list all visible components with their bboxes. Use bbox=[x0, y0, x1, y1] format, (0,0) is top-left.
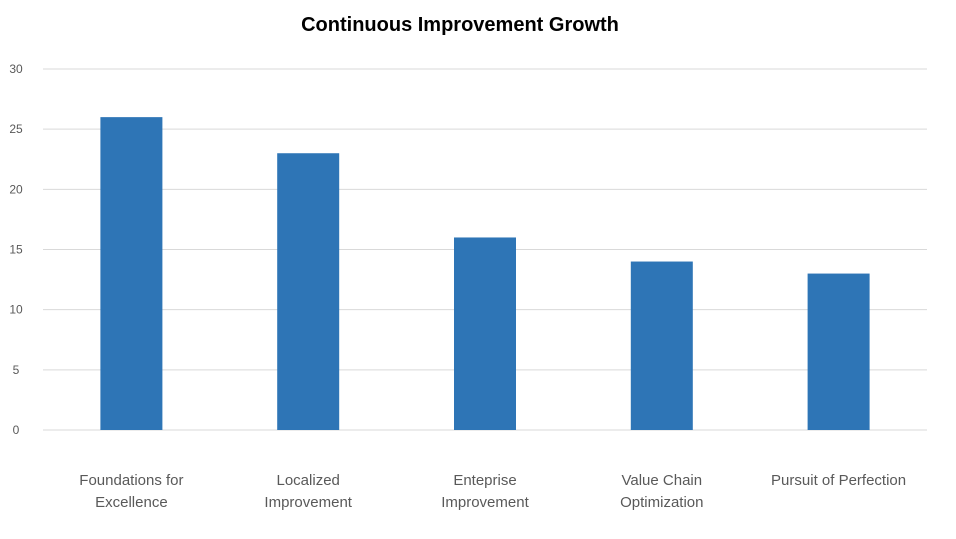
bar bbox=[277, 153, 340, 430]
bar bbox=[630, 261, 693, 430]
x-tick-label: Foundations for Excellence bbox=[79, 472, 183, 511]
x-tick-label: Enteprise Improvement bbox=[441, 472, 529, 511]
x-tick-label: Localized Improvement bbox=[264, 472, 352, 511]
y-tick-label: 5 bbox=[13, 363, 20, 377]
y-tick-label: 25 bbox=[9, 122, 23, 136]
x-tick-label: Pursuit of Perfection bbox=[771, 472, 906, 489]
y-tick-label: 20 bbox=[9, 182, 23, 196]
y-axis-ticks: 0 5 10 15 20 25 30 bbox=[9, 62, 23, 437]
x-tick-label: Value Chain Optimization bbox=[620, 472, 703, 511]
y-tick-label: 15 bbox=[9, 243, 23, 257]
bar bbox=[100, 117, 163, 430]
x-axis-labels: Foundations for Excellence Localized Improv… bbox=[79, 472, 906, 511]
y-tick-label: 30 bbox=[9, 62, 23, 76]
bar bbox=[454, 237, 516, 430]
bar bbox=[807, 273, 870, 430]
chart-title: Continuous Improvement Growth bbox=[301, 14, 619, 36]
bars bbox=[100, 117, 870, 430]
y-tick-label: 0 bbox=[13, 423, 20, 437]
y-tick-label: 10 bbox=[9, 303, 23, 317]
